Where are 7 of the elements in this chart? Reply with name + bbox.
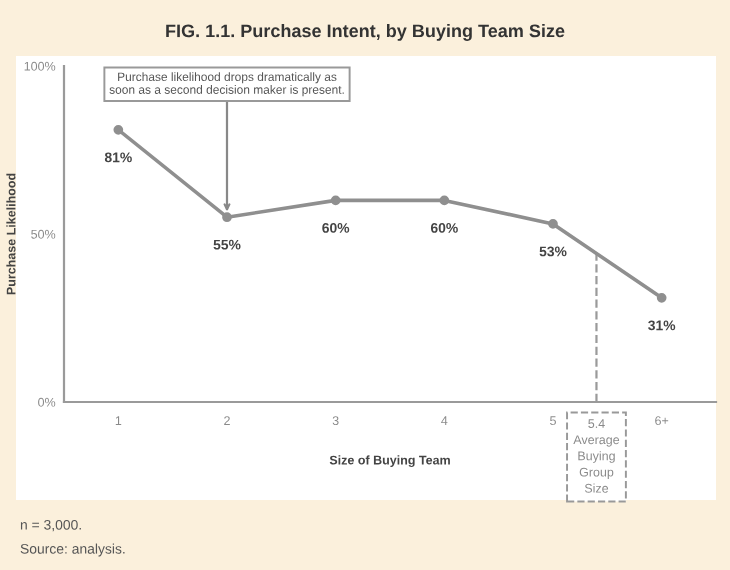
point: [656, 292, 667, 303]
point: [222, 212, 232, 223]
chart-title: FIG. 1.1. Purchase Intent, by Buying Team Size: [166, 24, 565, 41]
point: [439, 195, 450, 206]
point: [330, 195, 341, 206]
point: [113, 124, 124, 135]
point: [548, 219, 558, 229]
